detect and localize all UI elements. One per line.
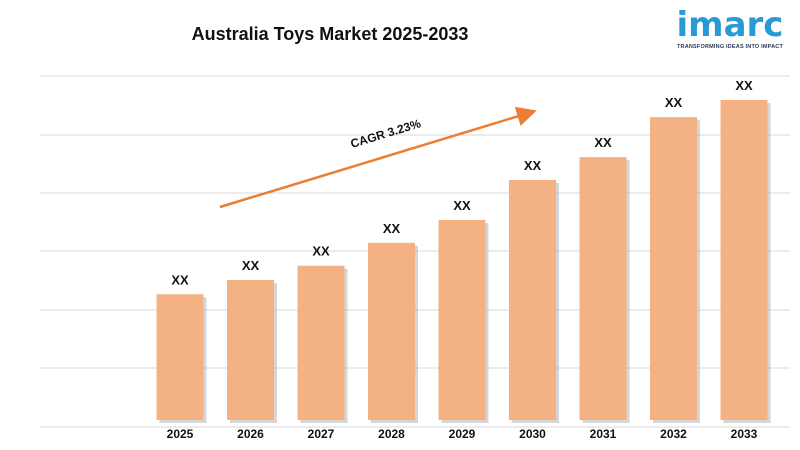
x-tick-2025: 2025	[167, 427, 194, 441]
bar-2025	[156, 294, 204, 420]
logo-wordmark: imarc	[676, 5, 784, 45]
x-axis-ticks: 2025 2026 2027 2028 2029 2030 2031 2032 2033	[167, 427, 758, 441]
x-tick-2028: 2028	[378, 427, 405, 441]
bar-2033	[720, 100, 768, 420]
bars	[156, 100, 771, 424]
logo-tagline: TRANSFORMING IDEAS INTO IMPACT	[676, 44, 784, 50]
imarc-logo: imarc TRANSFORMING IDEAS INTO IMPACT	[674, 6, 786, 50]
value-label-2028: XX	[383, 221, 401, 236]
x-tick-2033: 2033	[731, 427, 758, 441]
cagr-arrow-line	[219, 106, 537, 209]
bar-2031	[579, 157, 627, 420]
value-label-2031: XX	[594, 135, 612, 150]
bar-2027	[297, 265, 345, 420]
cagr-label: CAGR 3.23%	[349, 116, 423, 151]
value-label-2025: XX	[171, 272, 189, 287]
value-labels: XX XX XX XX XX XX XX XX XX	[171, 78, 753, 287]
x-tick-2029: 2029	[449, 427, 476, 441]
bar-2030	[509, 180, 556, 420]
value-label-2033: XX	[735, 78, 753, 93]
bar-2028	[368, 242, 415, 420]
value-label-2029: XX	[453, 198, 471, 213]
value-label-2032: XX	[665, 95, 683, 110]
x-tick-2030: 2030	[519, 427, 546, 441]
bar-2029	[438, 220, 486, 420]
bar-2026	[227, 280, 274, 420]
chart-title: Australia Toys Market 2025-2033	[191, 24, 469, 44]
bar-2032	[650, 117, 697, 421]
x-tick-2026: 2026	[237, 427, 264, 441]
value-label-2030: XX	[524, 158, 542, 173]
value-label-2027: XX	[312, 244, 330, 259]
value-label-2026: XX	[242, 258, 260, 273]
x-tick-2032: 2032	[660, 427, 687, 441]
x-tick-2027: 2027	[308, 427, 335, 441]
x-tick-2031: 2031	[590, 427, 617, 441]
